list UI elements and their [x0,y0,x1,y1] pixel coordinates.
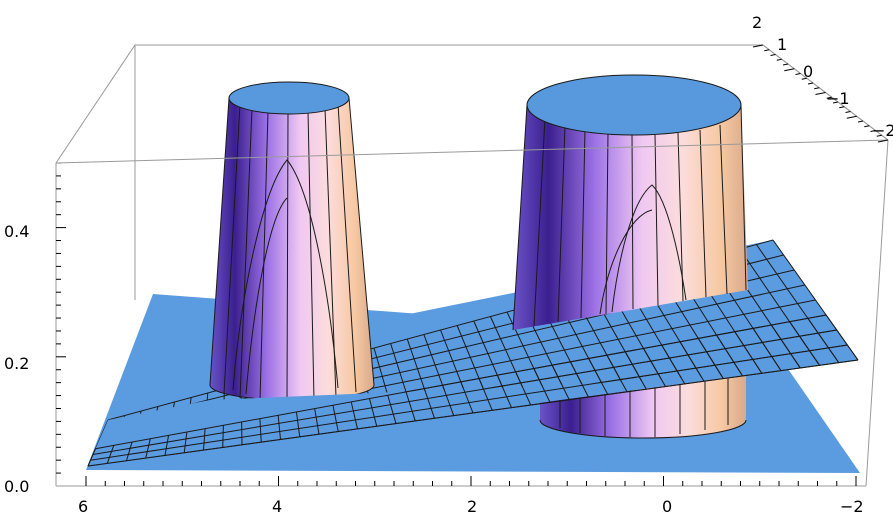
plane-grid-line [716,334,743,377]
y-tick [846,115,857,119]
plane-grid-line [825,314,859,361]
y-tick [876,134,882,137]
z-axis: 0.0 0.2 0.4 [4,162,66,496]
plane-grid-line [314,408,320,435]
plane-grid-line [222,425,224,448]
y-tick [877,139,889,143]
plane-grid-line [588,358,609,395]
y-tick [807,82,814,85]
plane-grid-line [496,374,512,408]
plane-grid-line [478,378,493,411]
y-tick-label-1: 1 [777,35,787,54]
plane-grid-line [423,388,435,419]
cylinder-left [209,81,375,402]
plane-grid-line [369,398,378,427]
plane-grid-line [277,415,281,440]
plane-grid-line [569,361,589,398]
cylinder-right-upper [512,74,748,331]
y-tick [815,92,826,95]
plane-grid-line [332,405,339,432]
plane-grid-line [126,441,133,461]
plane-grid-line [87,448,96,467]
y-tick [864,125,870,128]
plane-grid-line [460,381,474,414]
x-tick-label-2: 2 [467,497,477,516]
y-tick-label-4: −2 [872,121,893,140]
plane-grid-line [606,354,628,393]
y-tick [782,63,789,66]
x-axis: 6 4 2 0 −2 [78,476,864,516]
y-tick [826,96,832,99]
y-tick [752,44,764,48]
y-tick-label-0: 2 [752,13,762,32]
plane-grid-line [203,428,206,451]
y-tick [814,87,820,90]
plane-grid-line [679,341,705,382]
plane-grid-line [643,348,666,387]
plane-grid-line [405,391,416,422]
plane-grid-line [350,401,358,430]
y-tick [857,120,864,123]
y-tick [845,111,851,113]
plane-grid-line [697,338,724,379]
plane-grid-line [734,331,763,374]
y-tick [795,73,801,75]
plane-grid-line [259,418,262,443]
plane-grid-line [807,318,840,363]
y-tick-label-2: 0 [803,62,813,81]
y-tick [776,58,782,61]
y-tick [770,54,776,56]
plane-grid-line [551,364,570,400]
plane-grid-line [752,328,782,371]
x-tick-label-0: 6 [78,497,88,516]
y-tick [764,49,770,52]
x-tick-label-3: 0 [662,497,672,516]
plane-grid-line [295,411,301,437]
plane-grid-line [183,431,188,453]
plane-grid-line [624,351,647,390]
plane-grid-line [164,435,170,456]
x-tick-label-4: −2 [840,497,864,516]
plane-grid-line [515,371,532,406]
x-tick-label-1: 4 [272,497,282,516]
plane-grid-line [789,321,820,366]
y-tick [801,77,807,80]
y-tick [839,106,845,109]
plane-grid-line [442,385,455,416]
plane-grid-line [387,395,397,424]
y-tick [832,101,839,104]
tilted-plane-front [87,314,859,467]
y-axis: 2 1 0 −1 −2 [752,13,893,143]
y-tick [870,130,876,132]
y-tick [784,68,795,72]
plane-grid-line [106,445,115,464]
plane-grid-line [770,324,801,369]
z-tick-label-2: 0.4 [4,222,29,241]
bounding-box-front [55,139,889,487]
plane-grid-line [533,368,551,403]
z-tick-label-1: 0.2 [4,354,29,373]
plane-grid-line [145,438,151,459]
z-tick-label-0: 0.0 [4,477,29,496]
plane-grid-line [661,344,686,385]
y-tick-label-3: −1 [826,89,850,108]
